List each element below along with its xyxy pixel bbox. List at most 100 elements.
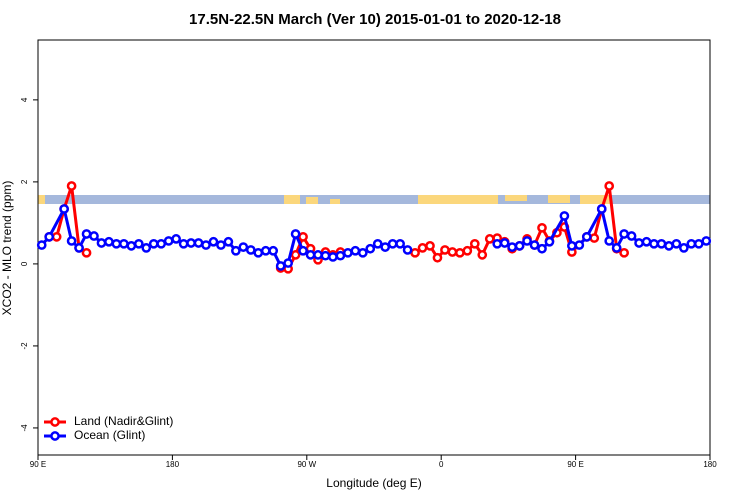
point [537, 243, 547, 254]
point [417, 243, 428, 253]
point [447, 247, 458, 257]
point [163, 236, 174, 246]
point [484, 234, 495, 244]
land-strip [306, 197, 318, 204]
point [402, 245, 413, 255]
point [387, 238, 398, 249]
land-mask-strip [38, 195, 710, 204]
point [298, 245, 308, 256]
point [410, 247, 420, 258]
point [701, 236, 712, 246]
point [693, 238, 704, 249]
point [679, 243, 689, 253]
point [283, 258, 293, 268]
point [611, 243, 622, 253]
point [238, 242, 249, 252]
point [111, 238, 122, 249]
point [223, 236, 234, 247]
y-axis-label: XCO2 - MLO trend (ppm) [0, 181, 14, 316]
point [208, 236, 219, 247]
point [559, 211, 570, 221]
point [522, 236, 532, 246]
point [156, 238, 167, 249]
point [537, 222, 547, 233]
point [66, 236, 77, 246]
point [305, 250, 316, 260]
x-axis-label: Longitude (deg E) [326, 476, 421, 490]
point [328, 252, 338, 262]
point [89, 231, 99, 241]
point [365, 243, 376, 254]
point [260, 245, 271, 256]
point [619, 247, 629, 258]
point [178, 238, 189, 249]
point [96, 238, 107, 248]
point [51, 231, 62, 242]
point [343, 247, 353, 258]
point [686, 238, 697, 249]
land-strip [284, 195, 300, 204]
legend-label: Land (Nadir&Glint) [74, 414, 173, 428]
point [604, 236, 615, 246]
point [298, 231, 308, 242]
point [649, 238, 659, 249]
point [619, 229, 629, 239]
y-tick-label: 4 [20, 97, 29, 102]
point [529, 240, 540, 250]
point [119, 238, 129, 249]
point [544, 236, 555, 247]
point [313, 250, 323, 260]
point [44, 231, 55, 242]
point [626, 231, 637, 241]
point [268, 245, 279, 256]
point [671, 238, 682, 249]
land-strip [330, 199, 340, 204]
point [104, 236, 114, 247]
x-tick-label: 180 [703, 460, 717, 469]
y-tick-label: -4 [20, 424, 29, 432]
point [395, 238, 405, 249]
point [335, 250, 346, 261]
point [36, 240, 47, 250]
legend-label: Ocean (Glint) [74, 428, 145, 442]
point [126, 241, 137, 251]
series [36, 204, 712, 271]
point [193, 238, 204, 248]
point [275, 261, 286, 271]
point [171, 234, 181, 244]
point [245, 245, 256, 255]
point [425, 241, 435, 251]
land-strip [418, 195, 498, 204]
point [357, 247, 368, 258]
point [81, 229, 92, 239]
point [133, 238, 144, 249]
y-tick-label: 2 [20, 179, 29, 184]
point [469, 238, 480, 249]
point [201, 240, 211, 250]
point [656, 238, 667, 249]
land-strip [505, 195, 527, 201]
point [634, 238, 644, 248]
land-strip [580, 195, 610, 204]
point [380, 242, 391, 252]
y-tick-label: -2 [20, 342, 29, 350]
land-strip [38, 195, 45, 204]
ocean-strip [38, 195, 710, 204]
chart-title: 17.5N-22.5N March (Ver 10) 2015-01-01 to… [189, 11, 561, 28]
y-tick-label: 0 [20, 261, 29, 266]
legend-marker [50, 431, 60, 441]
point [148, 238, 159, 249]
point [567, 241, 577, 251]
point [581, 231, 592, 242]
point [664, 241, 674, 251]
point [141, 243, 152, 253]
point [231, 245, 241, 256]
point [290, 250, 301, 260]
point [492, 238, 503, 249]
point [216, 240, 226, 250]
point [641, 236, 652, 247]
x-tick-label: 180 [166, 460, 180, 469]
point [499, 238, 510, 248]
point [186, 238, 196, 248]
